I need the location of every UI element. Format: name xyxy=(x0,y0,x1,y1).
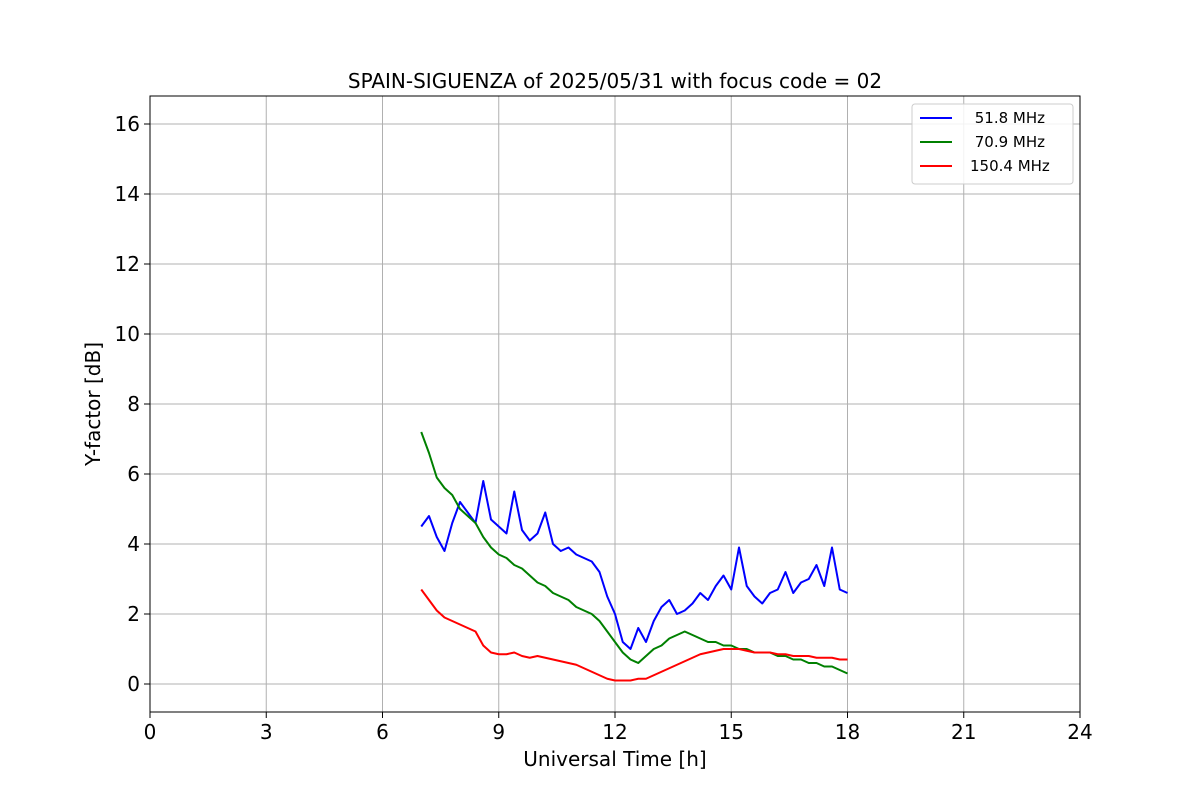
legend-box xyxy=(911,103,1074,185)
x-tick-label: 9 xyxy=(492,720,505,744)
series-line-1 xyxy=(420,431,848,675)
x-tick-label: 6 xyxy=(376,720,389,744)
series-line-2 xyxy=(420,588,848,682)
y-tick-label: 14 xyxy=(115,182,140,206)
y-tick-label: 6 xyxy=(127,462,140,486)
y-tick-label: 2 xyxy=(127,602,140,626)
x-tick-label: 24 xyxy=(1067,720,1092,744)
y-tick-label: 8 xyxy=(127,392,140,416)
x-tick-label: 3 xyxy=(260,720,273,744)
y-tick-label: 10 xyxy=(115,322,140,346)
x-tick-label: 0 xyxy=(144,720,157,744)
series-lines xyxy=(420,431,848,682)
x-tick-label: 12 xyxy=(602,720,627,744)
x-axis-label: Universal Time [h] xyxy=(523,747,706,771)
y-tick-label: 16 xyxy=(115,112,140,136)
x-tick-label: 15 xyxy=(719,720,744,744)
y-tick-label: 4 xyxy=(127,532,140,556)
y-axis-label: Y-factor [dB] xyxy=(81,342,105,467)
legend-label: 150.4 MHz xyxy=(970,157,1050,175)
chart-title: SPAIN-SIGUENZA of 2025/05/31 with focus … xyxy=(348,69,882,93)
x-tick-label: 18 xyxy=(835,720,860,744)
series-line-0 xyxy=(420,480,848,650)
y-tick-label: 0 xyxy=(127,672,140,696)
legend-label: 51.8 MHz xyxy=(970,109,1045,127)
x-tick-label: 21 xyxy=(951,720,976,744)
legend-label: 70.9 MHz xyxy=(970,133,1045,151)
legend: 51.8 MHz 70.9 MHz 150.4 MHz xyxy=(911,103,1074,185)
y-tick-label: 12 xyxy=(115,252,140,276)
